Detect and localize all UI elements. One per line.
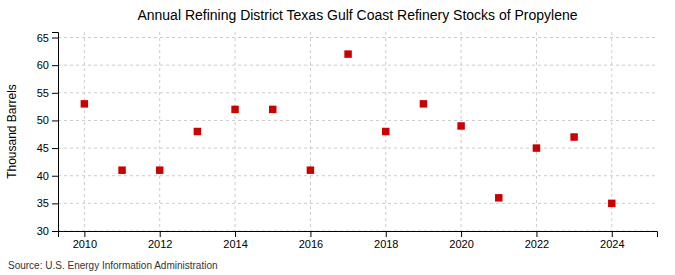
tick-mark [386,231,387,237]
tick-label: 2018 [374,238,398,250]
tick-label: 65 [37,32,49,44]
tick: 65 [37,32,58,44]
tick-label: 40 [37,170,49,182]
x-axis: 2010 2012 2014 2016 2018 2020 2022 2024 [59,231,658,250]
tick: 2014 [223,231,247,250]
grid-line [58,148,657,149]
points [81,50,616,207]
tick-mark [536,231,537,237]
tick: 2018 [374,231,398,250]
tick-mark [52,203,58,204]
tick-mark [52,93,58,94]
tick-mark [160,231,161,237]
point [118,166,125,173]
tick: 2022 [525,231,549,250]
tick-mark [612,231,613,237]
tick-mark [310,231,311,237]
grid-line [58,37,657,38]
y-axis: 30 35 40 45 50 55 60 65 [37,32,59,237]
point [156,166,163,173]
point [570,133,577,140]
grid-line [84,32,85,231]
tick-mark [52,38,58,39]
point [344,50,351,57]
point [231,106,238,113]
grid-line [58,92,657,93]
axis-line [52,33,59,232]
grid-line [310,32,311,231]
point [533,144,540,151]
grid-line [58,65,657,66]
tick-label: 60 [37,59,49,71]
grid-line [461,32,462,231]
point [608,200,615,207]
tick-label: 35 [37,197,49,209]
tick: 2020 [449,231,473,250]
tick-mark [52,120,58,121]
tick: 40 [37,170,58,182]
grid-line [58,120,657,121]
tick-label: 2012 [148,238,172,250]
grid-line [235,32,236,231]
tick-label: 2016 [299,238,323,250]
tick-mark [235,231,236,237]
tick-mark [84,231,85,237]
tick-label: 55 [37,87,49,99]
tick-label: 2010 [73,238,97,250]
tick: 2024 [600,231,624,250]
tick: 30 [37,225,58,237]
point [194,128,201,135]
tick-mark [52,176,58,177]
tick-label: 2022 [525,238,549,250]
tick: 2010 [73,231,97,250]
tick-mark [52,148,58,149]
point [495,194,502,201]
grid-line [159,32,160,231]
grid [58,32,657,231]
tick-mark [52,231,58,232]
tick: 45 [37,142,58,154]
point [382,128,389,135]
tick-label: 2020 [449,238,473,250]
point [81,100,88,107]
tick-mark [461,231,462,237]
axis-line [59,232,658,238]
tick: 2016 [299,231,323,250]
y-axis-title: Thousand Barrels [5,84,19,179]
point [420,100,427,107]
source: Source: U.S. Energy Information Administ… [8,260,218,271]
tick-label: 30 [37,225,49,237]
grid-line [536,32,537,231]
tick-label: 50 [37,114,49,126]
grid-line [58,175,657,176]
tick-label: 2024 [600,238,624,250]
tick: 55 [37,87,58,99]
tick: 2012 [148,231,172,250]
tick: 60 [37,59,58,71]
tick: 50 [37,114,58,126]
tick: 35 [37,197,58,209]
tick-mark [52,65,58,66]
chart: 2010 2012 2014 2016 2018 2020 2022 2024 30 35 40 45… [0,0,675,275]
grid-line [58,203,657,204]
tick-label: 2014 [223,238,247,250]
point [457,122,464,129]
tick-label: 45 [37,142,49,154]
point [307,166,314,173]
title: Annual Refining District Texas Gulf Coas… [137,7,577,23]
plot: 2010 2012 2014 2016 2018 2020 2022 2024 30 35 40 45… [37,32,658,250]
point [269,106,276,113]
